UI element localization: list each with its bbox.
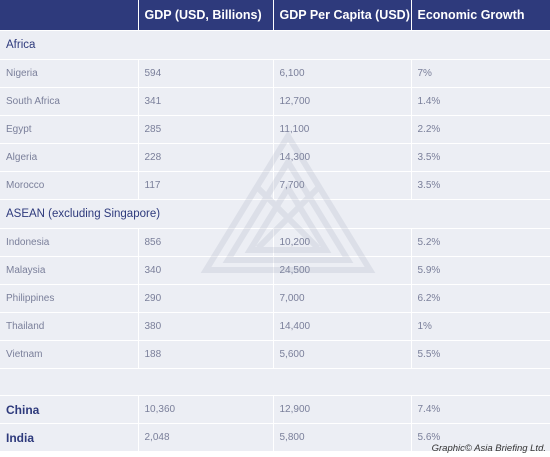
growth-cell: 3.5% [410, 171, 550, 200]
per-capita-cell: 11,100 [272, 115, 411, 144]
table-row: Egypt 285 11,100 2.2% [0, 115, 550, 144]
per-capita-cell: 24,500 [272, 256, 411, 285]
country-cell: India [0, 423, 138, 451]
country-cell: Egypt [0, 115, 138, 144]
growth-cell: 5.5% [410, 340, 550, 369]
per-capita-cell: 10,200 [272, 228, 411, 257]
table-row: Morocco 117 7,700 3.5% [0, 171, 550, 200]
table-row: South Africa 341 12,700 1.4% [0, 87, 550, 116]
country-cell: Morocco [0, 171, 138, 200]
gdp-cell: 188 [137, 340, 273, 369]
per-capita-cell: 14,300 [272, 143, 411, 172]
group-row-africa: Africa [0, 30, 550, 60]
table-row: Thailand 380 14,400 1% [0, 312, 550, 341]
graphic-credit: Graphic© Asia Briefing Ltd. [431, 443, 546, 454]
per-capita-cell: 6,100 [272, 59, 411, 88]
growth-cell: 5.6% [410, 423, 550, 451]
gdp-cell: 2,048 [137, 423, 273, 451]
growth-cell: 1.4% [410, 87, 550, 116]
gdp-cell: 341 [137, 87, 273, 116]
header-gdp: GDP (USD, Billions) [137, 0, 273, 31]
country-cell: Philippines [0, 284, 138, 313]
spacer-row [0, 368, 550, 396]
table-row: Algeria 228 14,300 3.5% [0, 143, 550, 172]
group-label-asean: ASEAN (excluding Singapore) [0, 199, 550, 229]
country-cell: South Africa [0, 87, 138, 116]
growth-cell: 5.9% [410, 256, 550, 285]
per-capita-cell: 5,600 [272, 340, 411, 369]
gdp-cell: 228 [137, 143, 273, 172]
header-gdp-per-capita: GDP Per Capita (USD) [272, 0, 411, 31]
country-cell: Nigeria [0, 59, 138, 88]
header-economic-growth: Economic Growth [410, 0, 550, 31]
gdp-cell: 290 [137, 284, 273, 313]
gdp-cell: 856 [137, 228, 273, 257]
country-cell: Thailand [0, 312, 138, 341]
gdp-cell: 340 [137, 256, 273, 285]
table-row: Vietnam 188 5,600 5.5% [0, 340, 550, 369]
country-cell: Malaysia [0, 256, 138, 285]
table-row: Indonesia 856 10,200 5.2% [0, 228, 550, 257]
table-row: Malaysia 340 24,500 5.9% [0, 256, 550, 285]
growth-cell: 1% [410, 312, 550, 341]
growth-cell: 6.2% [410, 284, 550, 313]
per-capita-cell: 12,700 [272, 87, 411, 116]
group-row-asean: ASEAN (excluding Singapore) [0, 199, 550, 229]
table-row: China 10,360 12,900 7.4% [0, 395, 550, 424]
group-label-africa: Africa [0, 30, 550, 60]
growth-cell: 7.4% [410, 395, 550, 424]
table-row: Nigeria 594 6,100 7% [0, 59, 550, 88]
header-country [0, 0, 138, 31]
per-capita-cell: 14,400 [272, 312, 411, 341]
per-capita-cell: 7,000 [272, 284, 411, 313]
growth-cell: 7% [410, 59, 550, 88]
gdp-cell: 285 [137, 115, 273, 144]
country-cell: China [0, 395, 138, 424]
table-row: India 2,048 5,800 5.6% [0, 423, 550, 451]
table-row: Philippines 290 7,000 6.2% [0, 284, 550, 313]
growth-cell: 3.5% [410, 143, 550, 172]
gdp-cell: 594 [137, 59, 273, 88]
per-capita-cell: 7,700 [272, 171, 411, 200]
per-capita-cell: 12,900 [272, 395, 411, 424]
country-cell: Algeria [0, 143, 138, 172]
country-cell: Vietnam [0, 340, 138, 369]
per-capita-cell: 5,800 [272, 423, 411, 451]
gdp-cell: 380 [137, 312, 273, 341]
growth-cell: 2.2% [410, 115, 550, 144]
spacer-cell [0, 368, 550, 396]
gdp-cell: 10,360 [137, 395, 273, 424]
growth-cell: 5.2% [410, 228, 550, 257]
country-cell: Indonesia [0, 228, 138, 257]
header-row: GDP (USD, Billions) GDP Per Capita (USD)… [0, 0, 550, 31]
gdp-cell: 117 [137, 171, 273, 200]
